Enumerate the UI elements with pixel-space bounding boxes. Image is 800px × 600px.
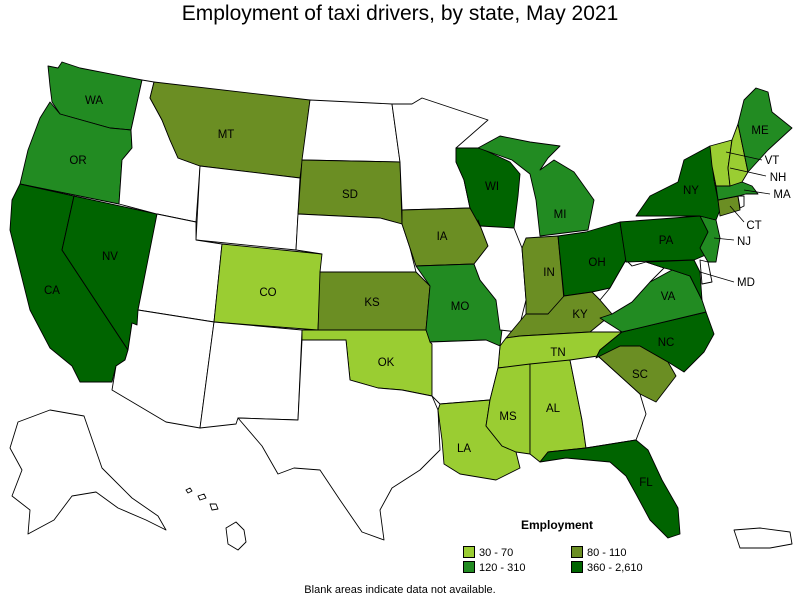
state-label-al: AL — [546, 403, 561, 415]
legend-item-120-310: 120 - 310 — [463, 561, 525, 574]
legend-swatch — [463, 546, 475, 558]
state-pr[interactable] — [733, 527, 793, 549]
state-label-ia: IA — [437, 231, 448, 243]
state-ma[interactable] — [715, 181, 759, 201]
legend-title: Employment — [521, 518, 594, 532]
state-nd[interactable] — [301, 99, 401, 163]
state-label-mo: MO — [451, 301, 470, 313]
state-ak[interactable] — [9, 409, 167, 535]
state-wy[interactable] — [195, 165, 301, 251]
state-labels: WA OR CA NV MT SD IA KS IN KY SC CT CO OK TN LA MS AL VT NH… — [44, 95, 791, 489]
state-label-or: OR — [69, 155, 86, 167]
state-md[interactable] — [645, 259, 703, 301]
page-title: Employment of taxi drivers, by state, Ma… — [181, 2, 619, 25]
state-ar[interactable] — [429, 339, 501, 405]
state-label-la: LA — [457, 443, 471, 455]
legend-item-360-2610: 360 - 2,610 — [571, 561, 643, 574]
state-label-ky: KY — [572, 309, 588, 321]
state-label-wi: WI — [485, 181, 499, 193]
state-label-me: ME — [751, 125, 769, 137]
state-label-oh: OH — [588, 257, 605, 269]
state-label-nh: NH — [770, 172, 787, 184]
state-label-nc: NC — [658, 337, 675, 349]
state-label-fl: FL — [639, 477, 653, 489]
state-label-ok: OK — [378, 357, 395, 369]
state-ny[interactable] — [635, 145, 721, 221]
state-label-sc: SC — [632, 369, 648, 381]
state-label-co: CO — [259, 287, 276, 299]
legend-item-80-110: 80 - 110 — [571, 546, 627, 559]
legend-item-30-70: 30 - 70 — [463, 546, 513, 559]
state-label-tn: TN — [550, 347, 565, 359]
state-label-pa: PA — [659, 235, 674, 247]
state-label-nj: NJ — [737, 236, 751, 248]
state-nc[interactable] — [595, 311, 715, 373]
state-nm[interactable] — [199, 321, 303, 429]
state-label-mi: MI — [554, 209, 567, 221]
state-label-sd: SD — [342, 189, 358, 201]
state-label-ca: CA — [44, 285, 60, 297]
state-label-in: IN — [543, 267, 555, 279]
state-me[interactable] — [737, 87, 793, 173]
state-label-md: MD — [737, 277, 755, 289]
footnote: Blank areas indicate data not available. — [304, 584, 496, 596]
state-mi[interactable] — [477, 135, 595, 237]
legend-swatch — [571, 546, 583, 558]
state-label-va: VA — [661, 291, 676, 303]
state-il[interactable] — [473, 219, 527, 333]
state-label-mt: MT — [218, 129, 235, 141]
state-label-ks: KS — [364, 297, 380, 309]
state-label-vt: VT — [765, 155, 780, 167]
state-de[interactable] — [699, 259, 713, 285]
leader-lines — [699, 151, 771, 283]
legend-swatch — [463, 561, 475, 573]
state-label-ny: NY — [683, 185, 699, 197]
state-ri[interactable] — [737, 195, 745, 209]
state-label-ma: MA — [773, 189, 791, 201]
legend-swatch — [571, 561, 583, 573]
state-label-nv: NV — [102, 251, 118, 263]
state-label-ms: MS — [499, 411, 517, 423]
state-nj[interactable] — [699, 215, 721, 263]
state-tx[interactable] — [237, 339, 441, 541]
state-label-ct: CT — [746, 220, 761, 232]
state-hi[interactable] — [185, 487, 247, 551]
state-label-wa: WA — [85, 95, 103, 107]
state-fl[interactable] — [539, 439, 681, 539]
